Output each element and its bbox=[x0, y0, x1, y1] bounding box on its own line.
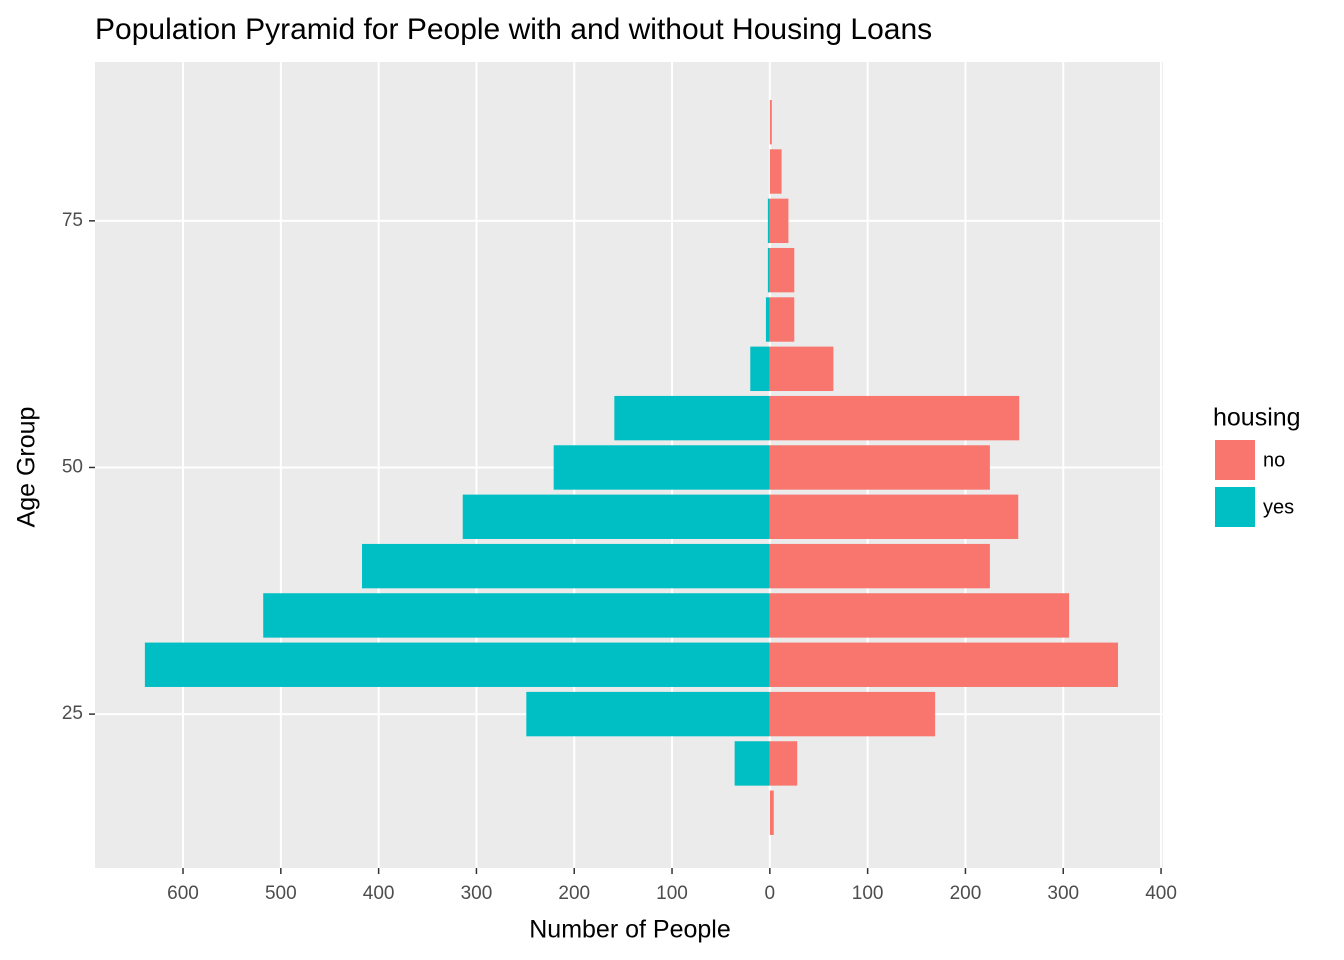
bar bbox=[526, 691, 770, 737]
y-tick-label: 25 bbox=[62, 703, 83, 724]
bar bbox=[553, 445, 770, 490]
x-tick-label: 200 bbox=[558, 883, 590, 904]
bar bbox=[362, 543, 770, 589]
y-axis-title: Age Group bbox=[13, 407, 41, 528]
bar bbox=[767, 247, 770, 293]
bar bbox=[263, 593, 770, 638]
bar bbox=[614, 395, 770, 441]
bar bbox=[769, 149, 782, 194]
bar bbox=[769, 445, 990, 490]
bar bbox=[769, 247, 795, 293]
bar bbox=[769, 99, 772, 145]
legend-label: yes bbox=[1263, 496, 1294, 518]
x-tick-label: 100 bbox=[656, 883, 688, 904]
x-tick-label: 100 bbox=[852, 883, 884, 904]
bar bbox=[769, 346, 834, 392]
bar bbox=[769, 790, 774, 835]
y-tick-label: 50 bbox=[62, 456, 83, 477]
bar bbox=[769, 297, 795, 342]
bar bbox=[765, 297, 770, 342]
bar bbox=[144, 642, 770, 687]
chart-title: Population Pyramid for People with and w… bbox=[95, 13, 932, 46]
bar bbox=[462, 494, 770, 539]
x-tick-label: 600 bbox=[167, 883, 199, 904]
bar bbox=[769, 198, 789, 244]
bar bbox=[734, 741, 770, 786]
x-tick-label: 200 bbox=[950, 883, 982, 904]
x-tick-label: 300 bbox=[1047, 883, 1079, 904]
legend-key bbox=[1215, 487, 1255, 527]
legend-title: housing bbox=[1213, 404, 1301, 432]
x-tick-label: 400 bbox=[363, 883, 395, 904]
legend-label: no bbox=[1263, 449, 1285, 471]
x-tick-label: 500 bbox=[265, 883, 297, 904]
x-tick-label: 400 bbox=[1145, 883, 1177, 904]
bar bbox=[769, 395, 1020, 441]
bar bbox=[769, 543, 990, 589]
x-axis-title: Number of People bbox=[529, 916, 731, 944]
bar bbox=[769, 741, 798, 786]
bar bbox=[767, 198, 770, 244]
legend-key bbox=[1215, 440, 1255, 480]
x-tick-label: 300 bbox=[461, 883, 493, 904]
y-tick-label: 75 bbox=[62, 210, 83, 231]
x-tick-label: 0 bbox=[765, 883, 776, 904]
bar bbox=[750, 346, 770, 392]
bar bbox=[769, 494, 1019, 539]
bar bbox=[769, 642, 1119, 687]
bar bbox=[769, 691, 936, 737]
bar bbox=[769, 593, 1070, 638]
